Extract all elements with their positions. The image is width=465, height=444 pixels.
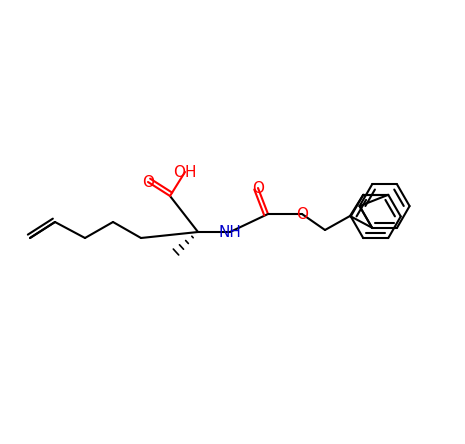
Text: O: O <box>142 174 154 190</box>
Text: OH: OH <box>173 164 197 179</box>
Text: O: O <box>296 206 308 222</box>
Text: NH: NH <box>219 225 241 239</box>
Text: O: O <box>252 181 264 195</box>
